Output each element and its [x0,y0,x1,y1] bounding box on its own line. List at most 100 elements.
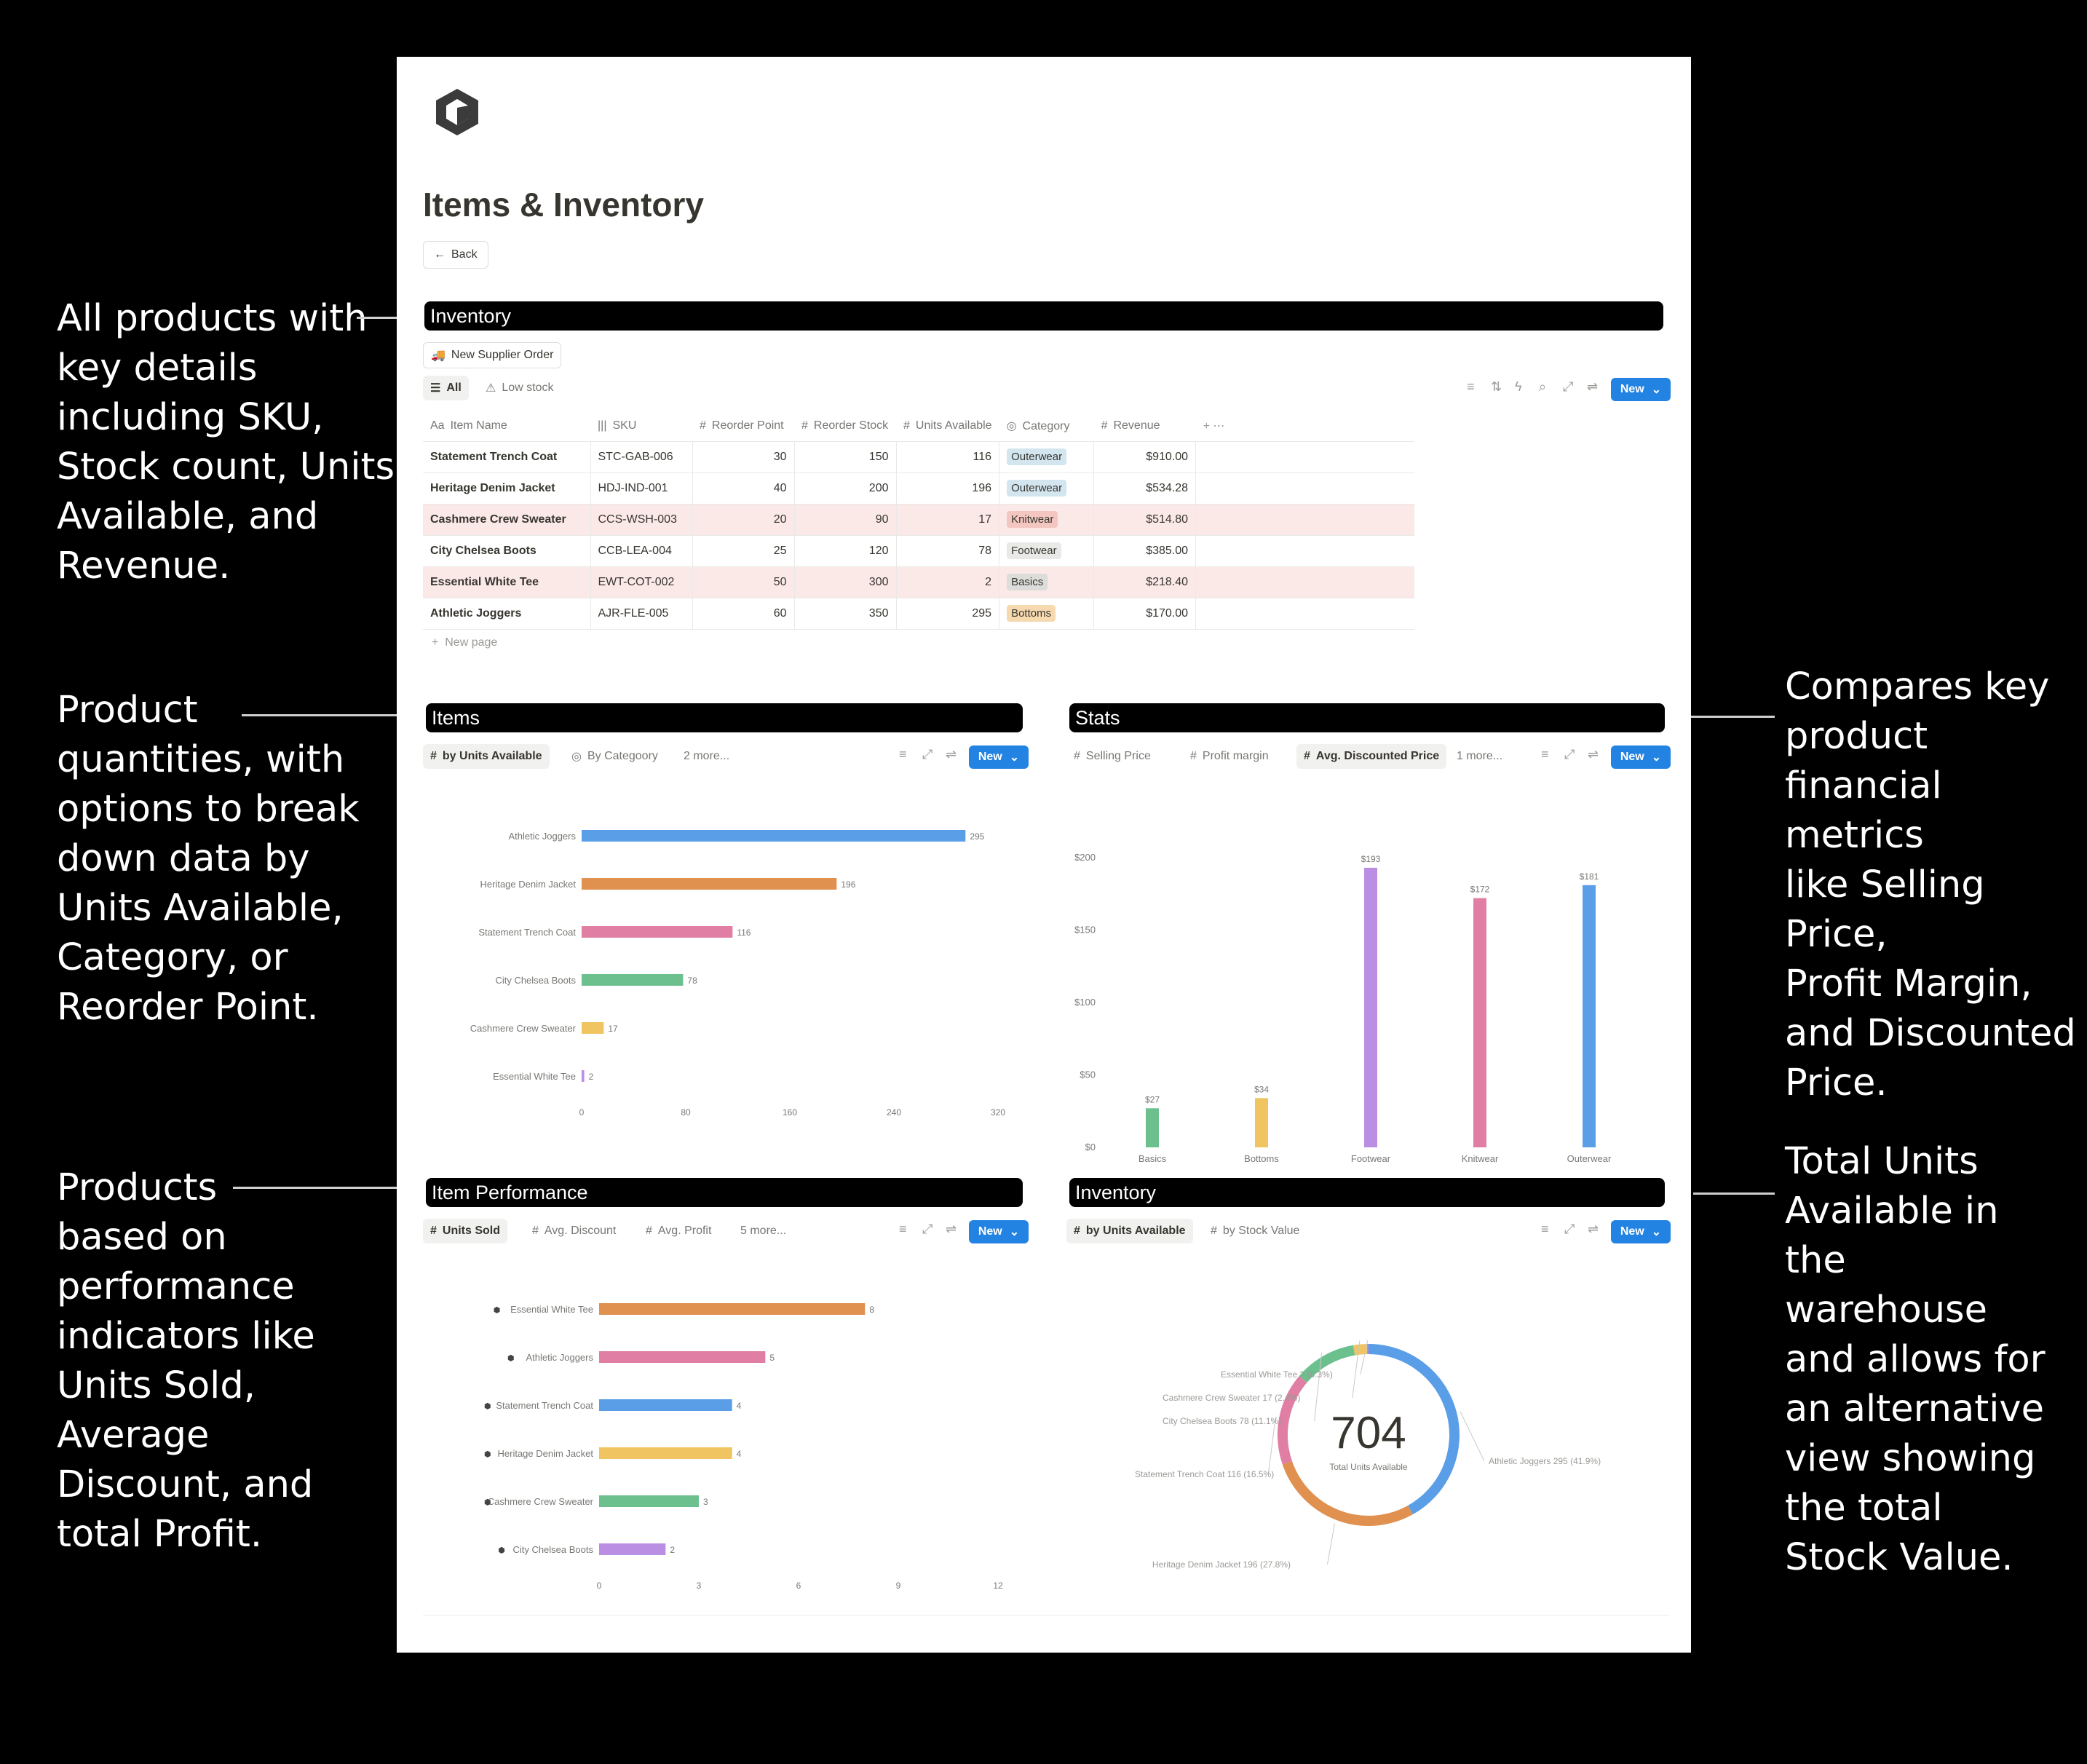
table-row[interactable]: Cashmere Crew Sweater CCS-WSH-003 20 90 17 Kn… [423,504,1415,536]
column-header[interactable]: ◎ Category [999,411,1094,442]
bar[interactable] [1146,1108,1159,1147]
inv2-new-button[interactable]: New ⌄ [1611,1220,1671,1243]
new-page-button[interactable]: + New page [432,636,498,649]
expand-icon[interactable]: ⤢ [922,1222,933,1236]
table-cell-name[interactable]: Athletic Joggers [423,598,591,630]
settings-icon[interactable]: ⇌ [1588,1222,1599,1236]
column-header[interactable]: Aa Item Name [423,411,590,442]
stats-new-button[interactable]: New ⌄ [1611,745,1671,769]
filter-icon[interactable]: ≡ [899,1222,907,1236]
table-cell-revenue[interactable]: $534.28 [1093,472,1197,505]
column-header[interactable]: # Reorder Point [692,411,794,442]
table-cell-reorder-point[interactable]: 20 [692,504,795,536]
view-tab[interactable]: # by Units Available [423,744,550,769]
new-supplier-order-button[interactable]: 🚚 New Supplier Order [423,342,562,368]
automation-icon[interactable]: ϟ [1515,379,1522,394]
donut-slice[interactable] [1368,1344,1460,1515]
column-header[interactable]: # Reorder Stock [794,411,896,442]
table-cell-units[interactable]: 295 [896,598,1000,630]
table-cell-reorder-point[interactable]: 50 [692,566,795,598]
view-tab[interactable]: ◎ By Categoory [564,744,665,769]
view-tab[interactable]: # Avg. Discount [525,1219,623,1243]
table-cell-reorder-stock[interactable]: 300 [794,566,897,598]
bar[interactable] [1583,885,1596,1147]
table-cell-reorder-stock[interactable]: 120 [794,535,897,567]
table-cell-reorder-stock[interactable]: 90 [794,504,897,536]
table-row[interactable]: Heritage Denim Jacket HDJ-IND-001 40 200 196… [423,472,1415,505]
bar[interactable] [1364,867,1377,1147]
bar[interactable] [1255,1098,1268,1147]
column-header[interactable]: # Revenue [1093,411,1196,442]
table-cell-units[interactable]: 2 [896,566,1000,598]
bar[interactable] [582,974,684,986]
table-cell-name[interactable]: Statement Trench Coat [423,441,591,473]
view-tab[interactable]: # Profit margin [1183,744,1276,769]
bar[interactable] [582,878,837,890]
table-cell-sku[interactable]: CCB-LEA-004 [590,535,693,567]
donut-slice[interactable] [1299,1345,1355,1383]
back-button[interactable]: ← Back [423,241,488,269]
expand-icon[interactable]: ⤢ [922,747,933,762]
table-cell-name[interactable]: Essential White Tee [423,566,591,598]
view-tab[interactable]: # Avg. Profit [638,1219,718,1243]
table-cell-units[interactable]: 116 [896,441,1000,473]
table-cell-reorder-stock[interactable]: 150 [794,441,897,473]
table-cell-units[interactable]: 196 [896,472,1000,505]
more-views-button[interactable]: 1 more... [1449,744,1510,769]
table-cell-revenue[interactable]: $385.00 [1093,535,1197,567]
bar[interactable] [599,1447,732,1459]
table-row[interactable]: Athletic Joggers AJR-FLE-005 60 350 295 Botto… [423,598,1415,630]
table-cell-reorder-point[interactable]: 60 [692,598,795,630]
bar[interactable] [599,1399,732,1411]
table-cell-sku[interactable]: EWT-COT-002 [590,566,693,598]
expand-icon[interactable]: ⤢ [1563,379,1574,394]
table-cell-category[interactable]: Bottoms [999,598,1095,630]
settings-icon[interactable]: ⇌ [1587,379,1599,394]
column-header[interactable]: ||| SKU [590,411,692,442]
table-cell-name[interactable]: City Chelsea Boots [423,535,591,567]
table-cell-revenue[interactable]: $910.00 [1093,441,1197,473]
table-row[interactable]: Statement Trench Coat STC-GAB-006 30 150 116… [423,441,1415,473]
table-cell-sku[interactable]: STC-GAB-006 [590,441,693,473]
table-cell-category[interactable]: Basics [999,566,1095,598]
table-cell-name[interactable]: Heritage Denim Jacket [423,472,591,505]
view-tab[interactable]: # Selling Price [1066,744,1158,769]
table-cell-units[interactable]: 17 [896,504,1000,536]
filter-icon[interactable]: ≡ [1541,1222,1549,1236]
filter-icon[interactable]: ≡ [899,747,907,762]
settings-icon[interactable]: ⇌ [946,747,957,762]
search-icon[interactable]: ⌕ [1539,379,1547,394]
tab-all[interactable]: ☰ All [423,376,469,400]
column-header[interactable]: # Units Available [896,411,999,442]
expand-icon[interactable]: ⤢ [1564,747,1575,762]
table-cell-reorder-stock[interactable]: 200 [794,472,897,505]
bar[interactable] [1473,898,1486,1147]
table-cell-revenue[interactable]: $218.40 [1093,566,1197,598]
table-cell-sku[interactable]: AJR-FLE-005 [590,598,693,630]
more-views-button[interactable]: 2 more... [676,744,737,769]
sort-icon[interactable]: ⇅ [1491,379,1502,394]
table-cell-reorder-point[interactable]: 30 [692,441,795,473]
more-views-button[interactable]: 5 more... [733,1219,793,1243]
table-row[interactable]: City Chelsea Boots CCB-LEA-004 25 120 78 Foot… [423,535,1415,567]
table-cell-reorder-stock[interactable]: 350 [794,598,897,630]
table-cell-reorder-point[interactable]: 40 [692,472,795,505]
donut-slice[interactable] [1282,1460,1413,1526]
view-tab[interactable]: # Units Sold [423,1219,508,1243]
filter-icon[interactable]: ≡ [1467,379,1475,394]
bar[interactable] [599,1543,666,1555]
bar[interactable] [582,1070,585,1082]
table-cell-reorder-point[interactable]: 25 [692,535,795,567]
table-cell-category[interactable]: Footwear [999,535,1095,567]
table-cell-category[interactable]: Knitwear [999,504,1095,536]
table-cell-sku[interactable]: CCS-WSH-003 [590,504,693,536]
tab-low-stock[interactable]: ⚠ Low stock [478,376,561,400]
table-row[interactable]: Essential White Tee EWT-COT-002 50 300 2 Basi… [423,566,1415,598]
inventory-new-button[interactable]: New ⌄ [1611,378,1671,401]
table-cell-category[interactable]: Outerwear [999,472,1095,505]
view-tab[interactable]: # by Units Available [1066,1219,1193,1243]
table-cell-sku[interactable]: HDJ-IND-001 [590,472,693,505]
settings-icon[interactable]: ⇌ [1588,747,1599,762]
view-tab[interactable]: # Avg. Discounted Price [1296,744,1447,769]
table-cell-revenue[interactable]: $170.00 [1093,598,1197,630]
